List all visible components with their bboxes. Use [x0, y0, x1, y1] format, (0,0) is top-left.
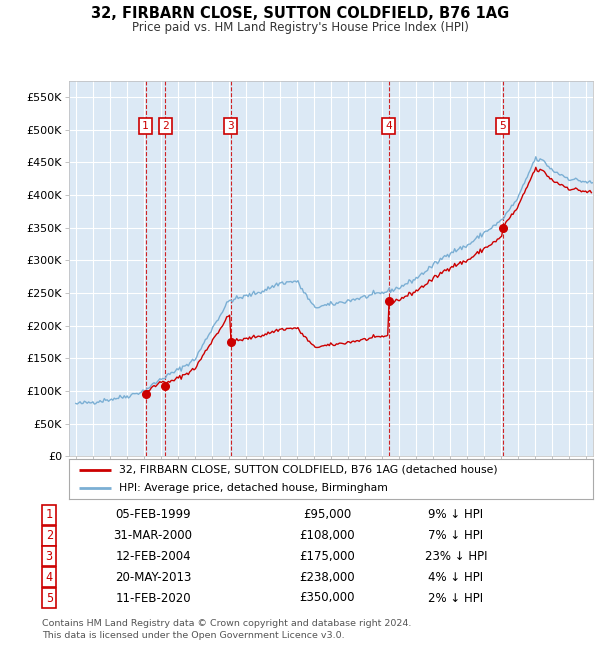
Text: 5: 5	[46, 592, 53, 604]
Text: 1: 1	[46, 508, 53, 521]
Text: 2: 2	[46, 529, 53, 542]
Text: £350,000: £350,000	[299, 592, 355, 604]
Text: 4: 4	[385, 122, 392, 131]
Text: HPI: Average price, detached house, Birmingham: HPI: Average price, detached house, Birm…	[119, 484, 388, 493]
Text: Price paid vs. HM Land Registry's House Price Index (HPI): Price paid vs. HM Land Registry's House …	[131, 21, 469, 34]
Text: 23% ↓ HPI: 23% ↓ HPI	[425, 550, 487, 563]
Text: 32, FIRBARN CLOSE, SUTTON COLDFIELD, B76 1AG (detached house): 32, FIRBARN CLOSE, SUTTON COLDFIELD, B76…	[119, 465, 497, 474]
Text: £108,000: £108,000	[299, 529, 355, 542]
Text: £238,000: £238,000	[299, 571, 355, 584]
Text: 1: 1	[142, 122, 149, 131]
Text: £95,000: £95,000	[303, 508, 351, 521]
Text: 4% ↓ HPI: 4% ↓ HPI	[428, 571, 484, 584]
Text: 2: 2	[162, 122, 169, 131]
Text: This data is licensed under the Open Government Licence v3.0.: This data is licensed under the Open Gov…	[42, 630, 344, 640]
Text: 3: 3	[46, 550, 53, 563]
Text: 3: 3	[227, 122, 234, 131]
Text: £175,000: £175,000	[299, 550, 355, 563]
Text: 05-FEB-1999: 05-FEB-1999	[115, 508, 191, 521]
Text: Contains HM Land Registry data © Crown copyright and database right 2024.: Contains HM Land Registry data © Crown c…	[42, 619, 412, 628]
Text: 9% ↓ HPI: 9% ↓ HPI	[428, 508, 484, 521]
Text: 12-FEB-2004: 12-FEB-2004	[115, 550, 191, 563]
Text: 11-FEB-2020: 11-FEB-2020	[115, 592, 191, 604]
Text: 4: 4	[46, 571, 53, 584]
Text: 5: 5	[499, 122, 506, 131]
Text: 31-MAR-2000: 31-MAR-2000	[113, 529, 193, 542]
Text: 7% ↓ HPI: 7% ↓ HPI	[428, 529, 484, 542]
Text: 20-MAY-2013: 20-MAY-2013	[115, 571, 191, 584]
Text: 2% ↓ HPI: 2% ↓ HPI	[428, 592, 484, 604]
Text: 32, FIRBARN CLOSE, SUTTON COLDFIELD, B76 1AG: 32, FIRBARN CLOSE, SUTTON COLDFIELD, B76…	[91, 6, 509, 21]
